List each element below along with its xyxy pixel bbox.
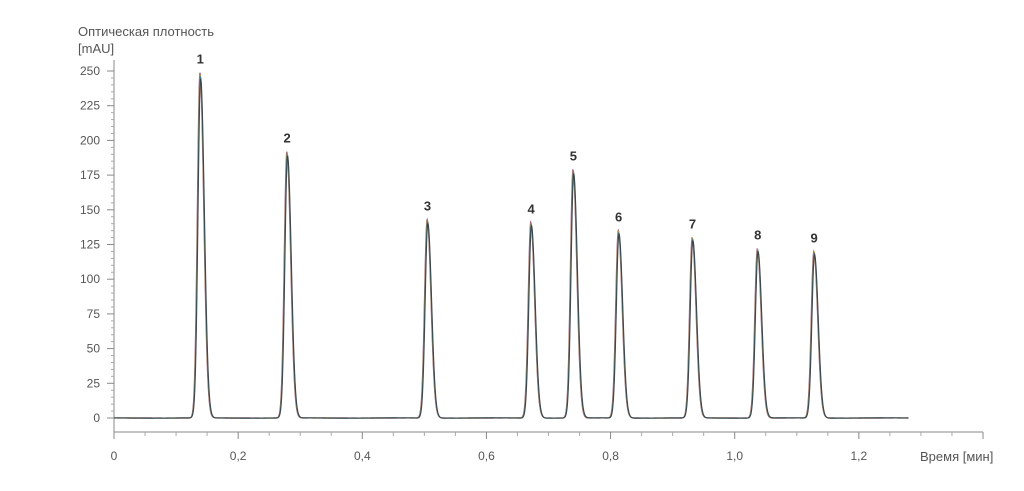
y-tick-label: 250 bbox=[80, 64, 100, 78]
y-axis-unit: [mAU] bbox=[78, 41, 114, 56]
chromatogram-traces bbox=[113, 72, 909, 419]
chromatogram-trace bbox=[113, 78, 909, 419]
y-tick-label: 125 bbox=[80, 238, 100, 252]
peak-label: 4 bbox=[528, 201, 536, 216]
y-tick-label: 200 bbox=[80, 133, 100, 147]
x-tick-label: 0 bbox=[111, 449, 118, 463]
peak-labels: 1 2 3 4 5 6 7 8 9 bbox=[197, 51, 818, 245]
peak-label: 9 bbox=[811, 230, 818, 245]
peak-label: 6 bbox=[615, 210, 622, 225]
peak-label: 5 bbox=[570, 149, 577, 164]
chromatogram-trace bbox=[114, 76, 909, 419]
x-axis-title: Время [мин] bbox=[920, 449, 993, 464]
x-tick-label: 0,2 bbox=[230, 449, 247, 463]
peak-label: 1 bbox=[197, 51, 204, 66]
x-tick-label: 0,4 bbox=[354, 449, 371, 463]
chromatogram-trace bbox=[114, 72, 909, 419]
peak-label: 7 bbox=[689, 217, 696, 232]
x-tick-label: 0,6 bbox=[478, 449, 495, 463]
y-tick-label: 175 bbox=[80, 168, 100, 182]
y-tick-label: 225 bbox=[80, 99, 100, 113]
x-tick-label: 0,8 bbox=[602, 449, 619, 463]
peak-label: 3 bbox=[424, 199, 431, 214]
peak-label: 8 bbox=[754, 228, 761, 243]
y-tick-label: 100 bbox=[80, 272, 100, 286]
y-tick-label: 75 bbox=[87, 307, 101, 321]
y-axis-title: Оптическая плотность bbox=[78, 24, 214, 39]
x-tick-label: 1,0 bbox=[726, 449, 743, 463]
peak-label: 2 bbox=[284, 131, 291, 146]
y-tick-label: 0 bbox=[93, 411, 100, 425]
y-tick-label: 50 bbox=[87, 342, 101, 356]
x-tick-label: 1,2 bbox=[851, 449, 868, 463]
chromatogram-trace bbox=[114, 73, 909, 419]
y-tick-label: 25 bbox=[87, 376, 101, 390]
y-tick-label: 150 bbox=[80, 203, 100, 217]
